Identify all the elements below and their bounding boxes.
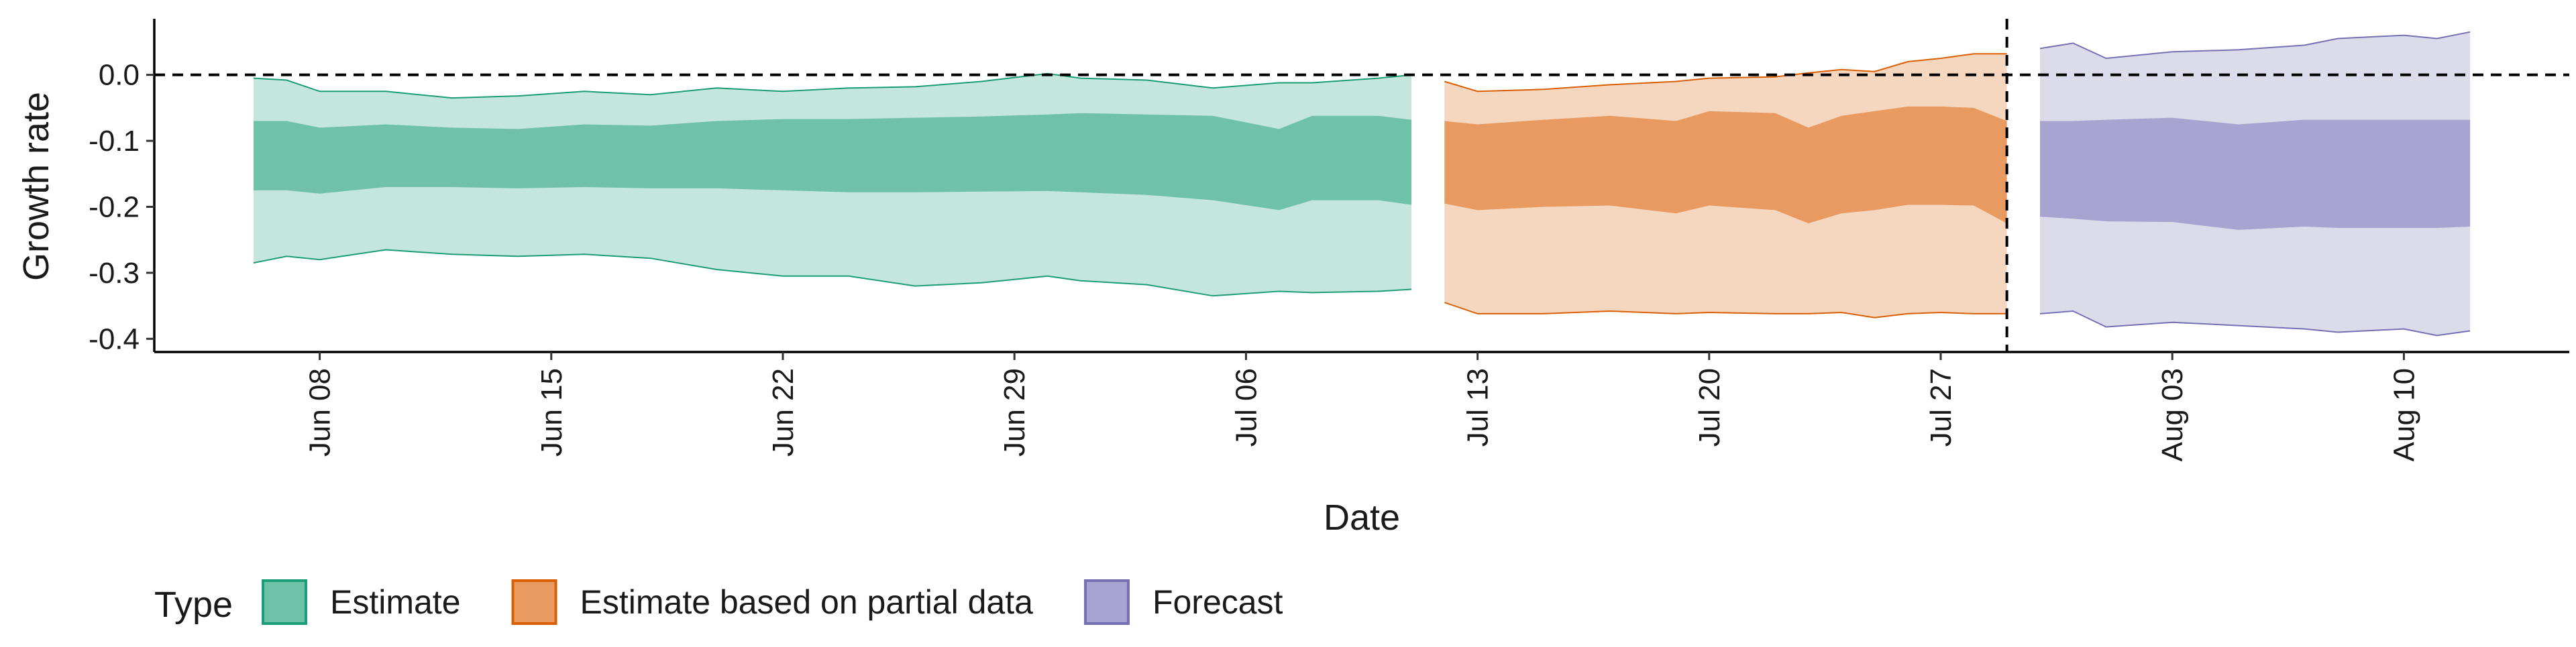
legend: Type Estimate Estimate based on partial d… [154, 579, 1283, 625]
y-tick-label: -0.4 [89, 322, 140, 355]
edge-lower-estimate-based-on-partial-data [1444, 302, 2007, 318]
y-tick-label: -0.1 [89, 125, 140, 158]
legend-item-estimate: Estimate [262, 579, 461, 625]
edge-upper-estimate [253, 72, 1412, 99]
bands-layer [253, 31, 2471, 337]
edge-lower-forecast [2039, 310, 2471, 337]
x-tick-label: Jul 27 [1925, 368, 1957, 447]
y-axis-title: Growth rate [16, 92, 56, 281]
edge-lower-estimate [253, 249, 1412, 297]
x-tick-label: Jun 22 [767, 368, 800, 457]
legend-label-forecast: Forecast [1152, 583, 1283, 621]
edge-upper-forecast [2039, 31, 2471, 60]
x-tick-label: Aug 10 [2387, 368, 2420, 461]
y-tick-label: 0.0 [99, 59, 140, 92]
reference-lines-layer [154, 19, 2569, 352]
legend-label-estimate-based-on-partial-data: Estimate based on partial data [580, 583, 1034, 621]
x-tick-label: Jun 29 [998, 368, 1031, 457]
x-tick-label: Jul 06 [1230, 368, 1263, 447]
x-tick-label: Jun 08 [304, 368, 337, 457]
x-tick-label: Aug 03 [2156, 368, 2189, 461]
y-tick-label: -0.2 [89, 190, 140, 223]
axes-layer: 0.0 -0.1 -0.2 -0.3 -0.4 Jun 08 Jun 15 Jun 22 Jun… [89, 19, 2569, 461]
band-inner-estimate [253, 113, 1411, 211]
band-inner-forecast [2040, 117, 2471, 230]
legend-title: Type [154, 585, 233, 625]
y-tick-label: -0.3 [89, 257, 140, 290]
legend-swatch-estimate [262, 579, 307, 625]
legend-swatch-estimate-based-on-partial-data [511, 579, 557, 625]
series-forecast [2039, 31, 2471, 337]
series-estimate-based-on-partial-data [1444, 53, 2007, 318]
band-inner-estimate-based-on-partial-data [1444, 106, 2007, 224]
legend-item-estimate-based-on-partial-data: Estimate based on partial data [511, 579, 1034, 625]
x-tick-label: Jul 20 [1693, 368, 1726, 447]
legend-label-estimate: Estimate [330, 583, 461, 621]
legend-swatch-forecast [1083, 579, 1130, 625]
x-tick-label: Jul 13 [1462, 368, 1495, 447]
series-estimate [253, 72, 1412, 297]
legend-item-forecast: Forecast [1083, 579, 1283, 625]
x-axis-title: Date [1324, 497, 1400, 538]
x-tick-label: Jun 15 [535, 368, 568, 457]
